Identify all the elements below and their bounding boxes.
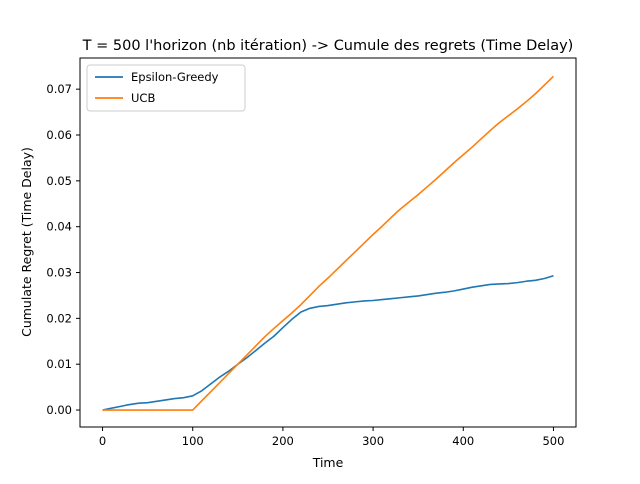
legend-box bbox=[86, 64, 246, 112]
x-tick-label: 300 bbox=[362, 434, 384, 448]
y-tick-label: 0.06 bbox=[46, 128, 72, 142]
plot-area bbox=[102, 75, 555, 411]
x-tick-label: 500 bbox=[542, 434, 564, 448]
x-tick-label: 100 bbox=[182, 434, 204, 448]
y-axis-label: Cumulate Regret (Time Delay) bbox=[19, 147, 34, 337]
y-tick-label: 0.05 bbox=[46, 174, 72, 188]
axes-frame bbox=[79, 57, 577, 428]
x-tick-label: 0 bbox=[99, 434, 106, 448]
y-axis: 0.00 0.01 0.02 0.03 0.04 0.05 0.06 0.07 bbox=[46, 82, 80, 417]
y-tick-label: 0.03 bbox=[46, 266, 72, 280]
y-tick-label: 0.04 bbox=[46, 220, 72, 234]
x-tick-label: 200 bbox=[272, 434, 294, 448]
y-tick-label: 0.07 bbox=[46, 82, 72, 96]
y-tick-label: 0.01 bbox=[46, 357, 72, 371]
x-axis: 0 100 200 300 400 500 bbox=[99, 427, 564, 448]
legend: Epsilon-Greedy UCB bbox=[86, 64, 246, 112]
series-line-ucb bbox=[102, 75, 555, 411]
legend-label: UCB bbox=[131, 91, 155, 105]
series-line-epsilon-greedy bbox=[102, 274, 554, 411]
y-tick-label: 0.00 bbox=[46, 403, 72, 417]
x-tick-label: 400 bbox=[452, 434, 474, 448]
y-tick-label: 0.02 bbox=[46, 311, 72, 325]
x-axis-label: Time bbox=[312, 455, 344, 470]
legend-label: Epsilon-Greedy bbox=[131, 70, 219, 84]
chart-title: T = 500 l'horizon (nb itération) -> Cumu… bbox=[82, 38, 574, 54]
